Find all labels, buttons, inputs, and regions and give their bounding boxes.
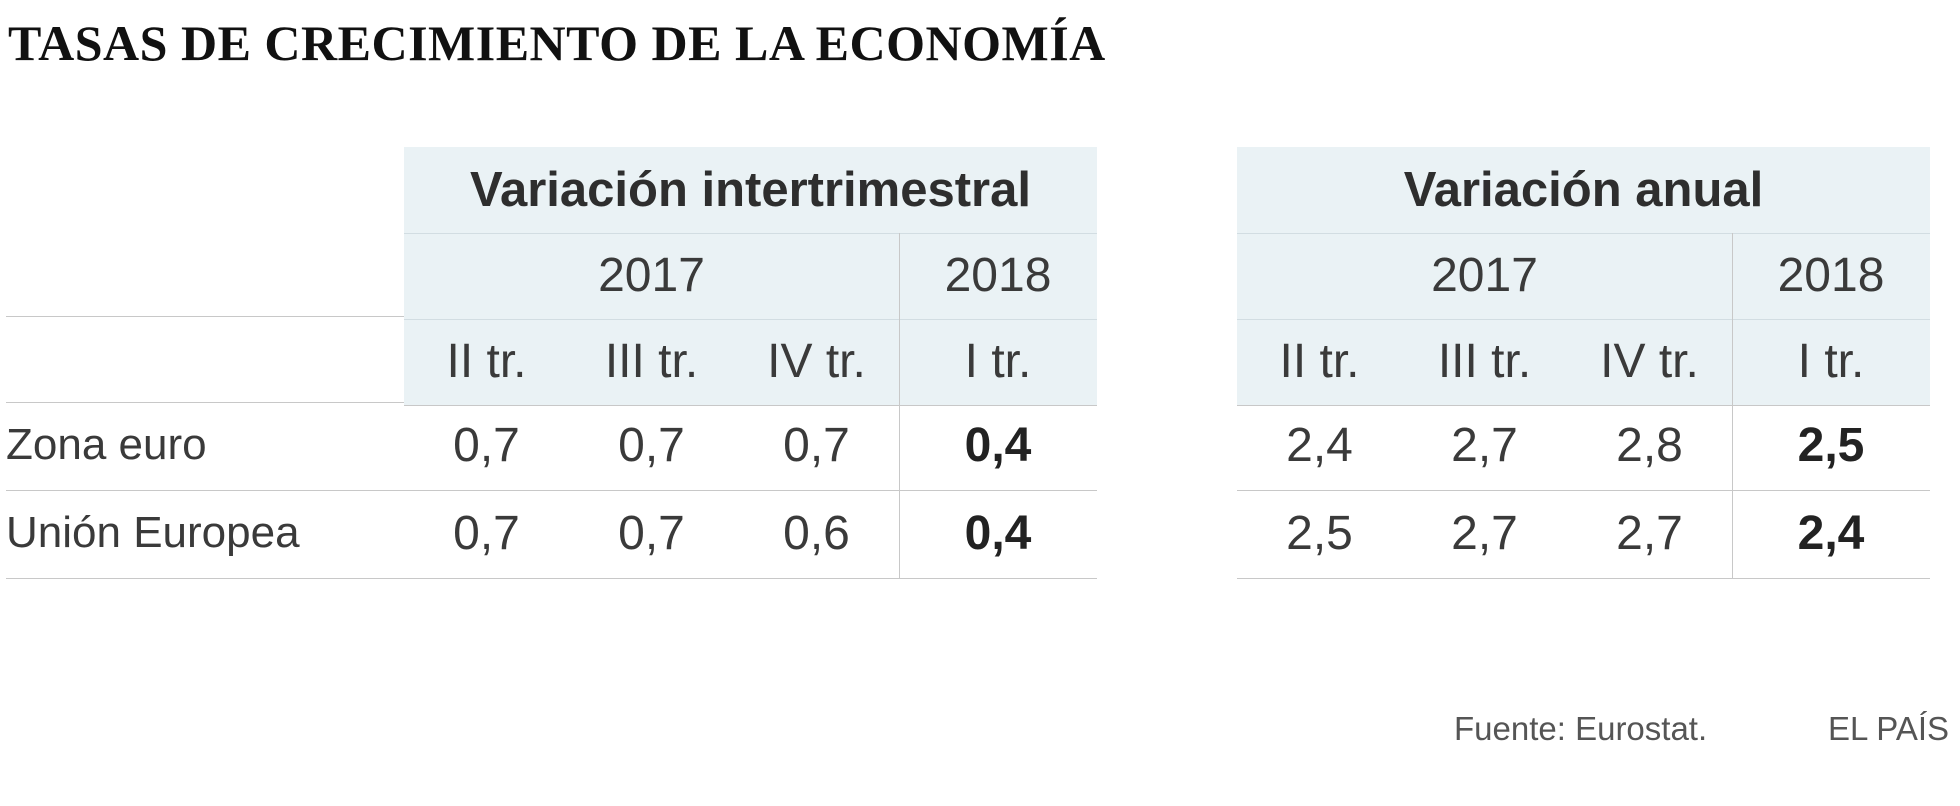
data-value: 2,7 [1451, 507, 1518, 560]
data-value: 2,5 [1797, 419, 1865, 472]
year-header: 2018 [1777, 249, 1885, 302]
group-header: Variación intertrimestral [469, 162, 1031, 217]
table-rule [1237, 578, 1930, 579]
row-label: Zona euro [6, 420, 207, 469]
data-value: 0,6 [783, 507, 850, 560]
header-background [404, 147, 1097, 405]
table-rule [404, 233, 1097, 234]
chart-title: TASAS DE CRECIMIENTO DE LA ECONOMÍA [8, 15, 1106, 71]
table-rule [1237, 405, 1930, 406]
quarter-header: IV tr. [1600, 335, 1699, 388]
source-note: Fuente: Eurostat. [1454, 710, 1708, 747]
data-value: 0,7 [783, 419, 850, 472]
data-value: 0,7 [453, 507, 520, 560]
quarter-header: IV tr. [767, 335, 866, 388]
year-header: 2018 [944, 249, 1052, 302]
table-rule [1237, 233, 1930, 234]
data-value: 2,4 [1797, 507, 1865, 560]
data-value: 0,7 [618, 419, 685, 472]
year-header: 2017 [1431, 249, 1538, 302]
group-header: Variación anual [1403, 162, 1764, 217]
data-value: 2,8 [1616, 419, 1683, 472]
header-background [1237, 147, 1930, 405]
data-value: 0,4 [964, 507, 1032, 560]
quarter-header: II tr. [1279, 335, 1360, 388]
quarter-header: I tr. [1797, 335, 1865, 388]
quarter-header: II tr. [446, 335, 527, 388]
quarter-header: III tr. [1437, 335, 1532, 388]
data-value: 2,7 [1451, 419, 1518, 472]
quarter-header: I tr. [964, 335, 1032, 388]
data-value: 0,4 [964, 419, 1032, 472]
data-value: 2,5 [1286, 507, 1353, 560]
data-value: 2,4 [1286, 419, 1353, 472]
row-rule [6, 402, 404, 403]
table-rule [404, 490, 1097, 491]
row-rule [6, 578, 404, 579]
table-rule [404, 319, 1097, 320]
column-divider [899, 233, 900, 578]
data-value: 2,7 [1616, 507, 1683, 560]
brand-logo: EL PAÍS [1828, 710, 1950, 747]
annual-variation-table: Variación anual 2017 2018 II tr. III tr. IV t… [1237, 147, 1930, 579]
quarter-header: III tr. [604, 335, 699, 388]
data-value: 0,7 [453, 419, 520, 472]
row-rule [6, 490, 404, 491]
table-rule [404, 405, 1097, 406]
quarterly-variation-table: Variación intertrimestral 2017 2018 II tr. I… [404, 147, 1097, 579]
table-rule [1237, 319, 1930, 320]
row-rule [6, 316, 404, 317]
column-divider [1732, 233, 1733, 578]
table-rule [404, 578, 1097, 579]
data-value: 0,7 [618, 507, 685, 560]
year-header: 2017 [598, 249, 705, 302]
table-rule [1237, 490, 1930, 491]
row-label: Unión Europea [6, 508, 300, 557]
